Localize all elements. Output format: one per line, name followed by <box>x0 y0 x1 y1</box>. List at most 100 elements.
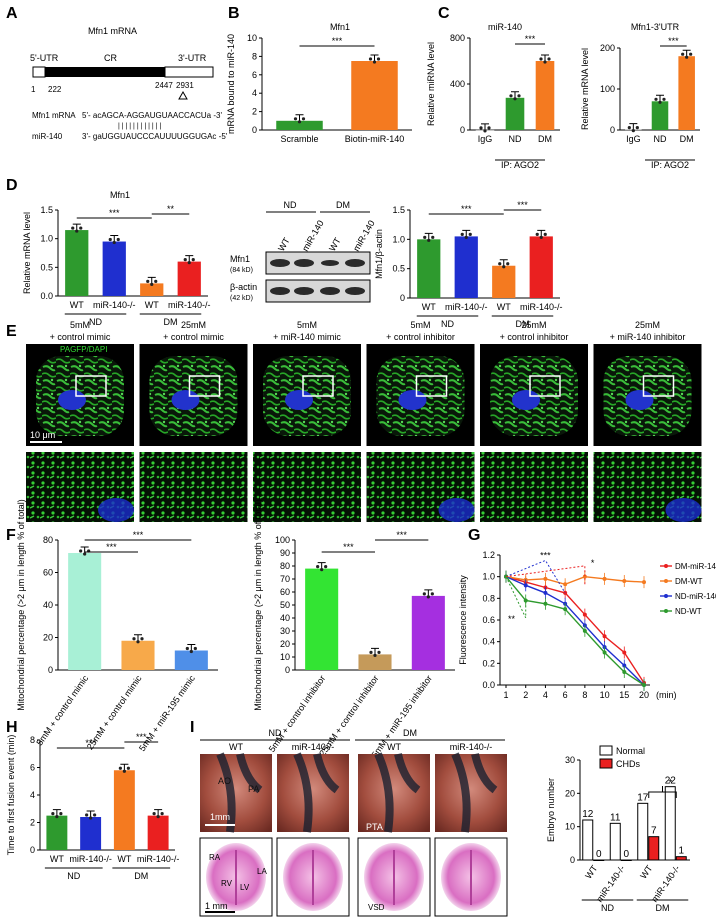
bar <box>351 61 398 130</box>
bar <box>121 640 155 670</box>
blot-actin-kd: (42 kD) <box>230 295 253 302</box>
e-image-zoom <box>253 452 361 522</box>
bar <box>80 817 102 850</box>
c1-title: miR-140 <box>488 22 522 32</box>
a-pos-2931: 2931 <box>176 81 194 90</box>
panel-label-b: B <box>228 5 240 22</box>
data-point <box>160 812 164 816</box>
data-point <box>51 812 55 816</box>
bar <box>305 568 339 670</box>
data-point <box>368 57 373 61</box>
e-roi-box <box>642 375 675 397</box>
a-site-triangle <box>178 90 188 100</box>
western-blot: ND DM WT miR-140 WT miR-140 Mfn1 (84 kD)… <box>230 200 377 303</box>
e-cond-line2: + control mimic <box>163 332 224 342</box>
i-group-nd: ND <box>269 728 282 738</box>
x-tick-label: Biotin-miR-140 <box>345 134 405 144</box>
x-tick-label: 5mM + control mimic <box>34 673 90 747</box>
error-bar <box>134 634 142 641</box>
e-nucleus <box>398 390 427 410</box>
panel-d: D Mfn1 0.0 0.5 1.0 1.5 Relative mRNA level WT… <box>6 177 563 329</box>
y-axis-label: mRNA bound to miR-140 <box>226 34 236 134</box>
x-tick-label: WT <box>145 300 159 310</box>
blot-nd: ND <box>284 200 297 210</box>
e-nucleus <box>625 390 654 410</box>
data-point <box>517 94 521 98</box>
bar-value-label: 11 <box>610 812 621 823</box>
data-point <box>430 592 434 596</box>
error-bar <box>147 276 156 284</box>
e-roi-box <box>529 375 561 397</box>
chart-d2: 0 0.5 1.0 1.5 Mfn1/β-actin WT miR-140-/- WT miR-… <box>374 200 563 329</box>
x-tick-label: ND <box>654 134 667 144</box>
error-bar <box>72 223 81 231</box>
y-tick-label: 1.0 <box>482 572 495 582</box>
i-photo <box>200 754 272 832</box>
legend-label: ND-WT <box>675 607 702 616</box>
e-scale-label: 10 μm <box>30 430 55 440</box>
c2-ip: IP: AGO2 <box>651 160 689 170</box>
i-vessel <box>293 752 340 833</box>
panel-label-h: H <box>6 719 18 736</box>
chart-c2: 0 100 200 Relative mRNA level IgG ND DM *** <box>580 36 700 144</box>
y-tick-label: 1.2 <box>482 550 495 560</box>
legend-dot <box>664 579 668 583</box>
y-tick-label: 200 <box>600 43 615 53</box>
y-tick-label: 6 <box>30 763 35 773</box>
data-point <box>136 640 140 644</box>
bar <box>648 836 660 861</box>
y-tick-label: 0.0 <box>40 291 53 301</box>
bar <box>664 786 676 861</box>
x-tick-label: DM <box>538 134 552 144</box>
data-point <box>535 232 539 236</box>
e-nucleus-zoom <box>438 498 475 522</box>
y-tick-label: 0 <box>285 665 290 675</box>
sig-label: *** <box>85 738 96 748</box>
error-bar <box>110 235 119 242</box>
c2-title: Mfn1-3'UTR <box>631 22 680 32</box>
data-point <box>658 100 662 104</box>
panel-label-a: A <box>6 5 18 22</box>
y-axis-label: Relative miRNA level <box>426 42 436 126</box>
y-tick-label: 50 <box>280 600 290 610</box>
data-point <box>689 52 693 56</box>
y-tick-label: 0 <box>610 125 615 135</box>
data-point <box>150 282 154 286</box>
data-point <box>372 60 377 64</box>
panel-a: A Mfn1 mRNA 5'-UTR CR 3'-UTR 1 222 2447 … <box>6 5 228 141</box>
i-ann-la: LA <box>257 867 267 876</box>
sig-dash <box>505 576 527 619</box>
data-point <box>539 57 543 61</box>
data-point <box>487 126 491 130</box>
bar <box>620 859 632 861</box>
a-seq1: 5'- acAGCA-AGGAUGUAACCACUa -3' <box>82 111 222 120</box>
y-tick-label: 70 <box>280 574 290 584</box>
group-label: DM <box>164 317 178 327</box>
data-point <box>79 549 83 553</box>
i-ann-pa: PA <box>248 784 259 794</box>
chart-h: 0 2 4 6 8 Time to first fusion event (min) WT m… <box>6 732 179 881</box>
panel-c: C miR-140 Mfn1-3'UTR 0 400 800 Relative miR… <box>426 5 700 170</box>
bar <box>454 236 478 298</box>
data-point <box>193 646 197 651</box>
y-tick-label: 8 <box>252 51 257 61</box>
i-scale2: 1 mm <box>205 901 228 911</box>
data-point <box>464 235 468 239</box>
chart-d1: 0.0 0.5 1.0 1.5 Relative mRNA level WT miR-140… <box>22 204 211 327</box>
data-point <box>483 129 487 133</box>
e-cond-line2: + miR-140 mimic <box>273 332 341 342</box>
data-point <box>316 565 320 569</box>
sig-label: ** <box>508 614 516 624</box>
x-tick-label: WT <box>638 863 655 881</box>
a-cr-box <box>45 67 165 77</box>
error-bar <box>86 810 95 817</box>
i-photo <box>435 754 507 832</box>
x-tick-label: 4 <box>543 690 548 700</box>
a-seq2: 3'- gaUGGUAUCCCAUUUUGGUGAc -5' <box>82 132 228 141</box>
bar <box>637 802 649 861</box>
y-tick-label: 800 <box>450 33 465 43</box>
group-label: ND <box>601 903 614 913</box>
blot-col-wt2: WT <box>327 235 343 253</box>
data-point <box>75 229 79 233</box>
y-tick-label: 10 <box>565 822 575 832</box>
